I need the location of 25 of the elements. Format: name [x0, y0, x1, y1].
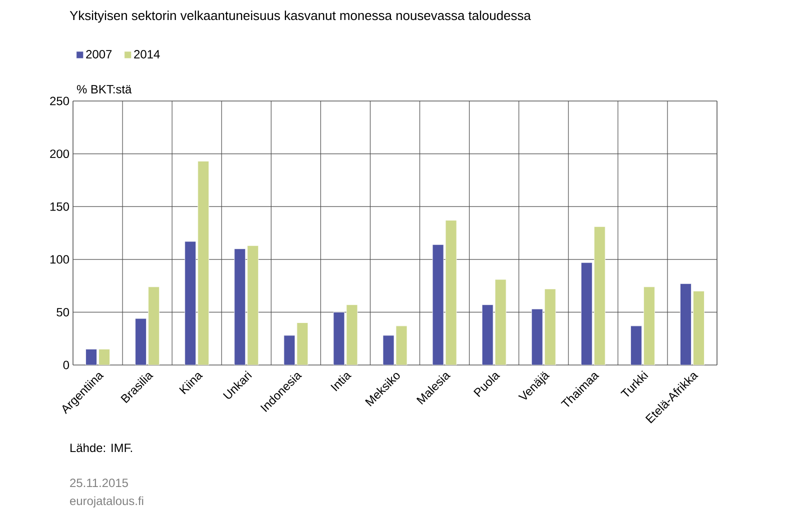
bar [594, 226, 606, 365]
bar [644, 286, 655, 365]
bar [693, 290, 704, 365]
y-tick-label: 150 [50, 202, 70, 211]
bar [445, 220, 457, 365]
text: Lähde: IMF. [70, 443, 132, 452]
y-axis-title: % BKT:stä [76, 85, 132, 94]
bar [198, 160, 210, 365]
x-tick-label: Intia [330, 373, 352, 392]
y-tick-label: 100 [50, 255, 70, 264]
text: 25.11.2015 [70, 478, 128, 488]
bar [148, 286, 160, 365]
y-tick-label: 0 [63, 360, 70, 370]
y-tick-label: 50 [56, 308, 70, 316]
bar [247, 245, 259, 365]
y-tick-label: 200 [50, 150, 70, 158]
legend-label: 2014 [134, 50, 160, 58]
legend-label: 2007 [86, 50, 112, 58]
text: eurojatalous.fi [70, 496, 144, 508]
bar [544, 288, 556, 365]
bar [494, 279, 506, 365]
bar [346, 304, 358, 365]
y-tick-label: 250 [50, 96, 70, 106]
chart-title: Yksityisen sektorin velkaantuneisuus kasvanut monessa nousevassa taloudessa [70, 10, 531, 23]
bar [98, 348, 110, 365]
